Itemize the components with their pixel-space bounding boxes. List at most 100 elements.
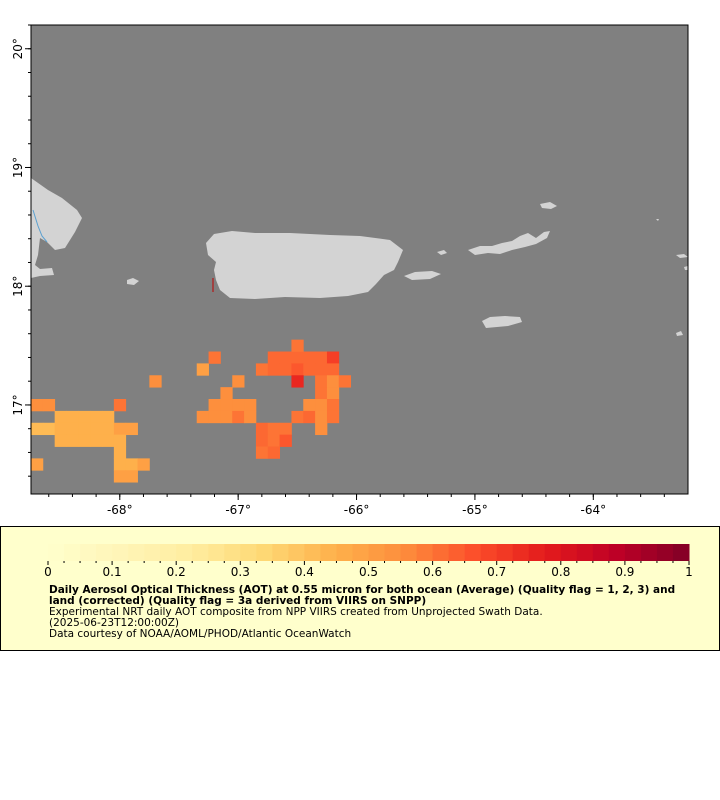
colorbar-swatch <box>208 544 225 561</box>
aot-cell <box>315 351 328 364</box>
aot-cell <box>54 434 67 447</box>
aot-cell <box>303 410 316 424</box>
aot-cell <box>220 410 233 424</box>
lon-tick-label: -67° <box>225 503 251 517</box>
st-croix-land <box>482 316 522 328</box>
colorbar-swatch <box>64 544 81 561</box>
colorbar: 0 0.1 0.2 0.3 0.4 0.5 0.6 0.7 0.8 0.9 1 <box>44 544 693 579</box>
colorbar-swatch <box>576 544 594 561</box>
aot-cell <box>113 458 127 471</box>
aot-cell <box>31 422 44 436</box>
latitude-axis: 17° 18° 19° 20° <box>11 24 31 477</box>
aot-cell <box>279 351 292 364</box>
colorbar-swatch <box>560 544 578 561</box>
aot-cell <box>255 363 269 376</box>
aot-cell <box>232 375 245 388</box>
colorbar-swatch <box>48 544 65 561</box>
aot-cell <box>267 446 280 459</box>
colorbar-swatch <box>544 544 562 561</box>
colorbar-tick-label: 0.5 <box>359 565 378 579</box>
colorbar-tick-label: 0.2 <box>167 565 186 579</box>
aot-cell <box>208 399 221 412</box>
aot-cell <box>291 363 304 376</box>
puerto-rico-land <box>206 231 403 299</box>
aot-cell <box>42 399 56 412</box>
longitude-axis: -68° -67° -66° -65° -64° <box>48 494 665 517</box>
lat-tick-label: 20° <box>11 38 25 59</box>
aot-cell <box>291 339 304 352</box>
aot-cell <box>244 410 257 424</box>
lon-tick-label: -64° <box>580 503 606 517</box>
aot-cell <box>54 422 67 436</box>
aot-cell <box>196 363 209 376</box>
aot-cell <box>326 387 340 400</box>
colorbar-swatch <box>240 544 257 561</box>
colorbar-swatch <box>640 544 658 561</box>
aot-cell <box>267 422 280 436</box>
vieques-land <box>404 271 441 280</box>
colorbar-swatch <box>112 544 129 561</box>
aot-cell <box>113 446 127 459</box>
anegada-land <box>540 202 557 209</box>
anguilla-land <box>676 254 688 258</box>
aot-cell <box>90 434 103 447</box>
sombrero-land <box>656 219 659 221</box>
aot-cell <box>338 375 352 388</box>
colorbar-tick-label: 0.6 <box>423 565 442 579</box>
aot-cell <box>291 410 304 424</box>
haiti-dr-border-line <box>32 209 48 243</box>
aot-cell <box>113 470 127 483</box>
aot-cell <box>303 363 316 376</box>
aot-cell <box>113 399 127 412</box>
aot-cell <box>315 399 328 412</box>
aot-cell <box>208 410 221 424</box>
colorbar-swatch <box>608 544 626 561</box>
aot-cell <box>90 422 103 436</box>
colorbar-swatch <box>128 544 145 561</box>
aot-cell <box>66 422 79 436</box>
aot-cell <box>113 434 127 447</box>
aot-cell <box>31 399 44 412</box>
colorbar-swatch <box>448 544 466 561</box>
colorbar-swatch <box>480 544 498 561</box>
colorbar-swatch <box>272 544 289 561</box>
aot-cell <box>315 363 328 376</box>
colorbar-swatch <box>416 544 434 561</box>
aot-cell <box>220 387 233 400</box>
aot-cell <box>326 399 340 412</box>
colorbar-swatch <box>336 544 353 561</box>
aot-cell <box>326 363 340 376</box>
lat-tick-label: 18° <box>11 276 25 297</box>
aot-cell <box>326 351 340 364</box>
colorbar-tick-label: 0.3 <box>231 565 250 579</box>
culebra-land <box>437 250 447 255</box>
aot-cell <box>78 434 91 447</box>
colorbar-tick-label: 0.1 <box>103 565 122 579</box>
colorbar-swatch <box>656 544 674 561</box>
legend-date: (2025-06-23T12:00:00Z) <box>49 617 179 629</box>
aot-cell <box>125 422 138 436</box>
aot-cell <box>90 410 103 424</box>
colorbar-tick-label: 0.4 <box>295 565 314 579</box>
legend-credit: Data courtesy of NOAA/AOML/PHOD/Atlantic… <box>49 628 352 640</box>
aot-cell <box>326 375 340 388</box>
aot-cell <box>232 399 245 412</box>
aot-cell <box>78 410 91 424</box>
colorbar-swatch <box>400 544 418 561</box>
aot-cell <box>267 434 280 447</box>
colorbar-swatch <box>192 544 209 561</box>
aot-cell <box>102 410 115 424</box>
aot-cell <box>279 363 292 376</box>
colorbar-swatch <box>432 544 450 561</box>
aot-cell <box>255 422 269 436</box>
aot-cell <box>279 422 292 436</box>
colorbar-swatch <box>496 544 514 561</box>
aot-cell <box>267 363 280 376</box>
colorbar-swatch <box>80 544 97 561</box>
aot-cell <box>66 410 79 424</box>
colorbar-tick-label: 0.7 <box>487 565 506 579</box>
aot-cell <box>255 446 269 459</box>
aot-cell <box>102 422 115 436</box>
aot-cell <box>125 458 138 471</box>
aot-cells <box>31 339 352 483</box>
